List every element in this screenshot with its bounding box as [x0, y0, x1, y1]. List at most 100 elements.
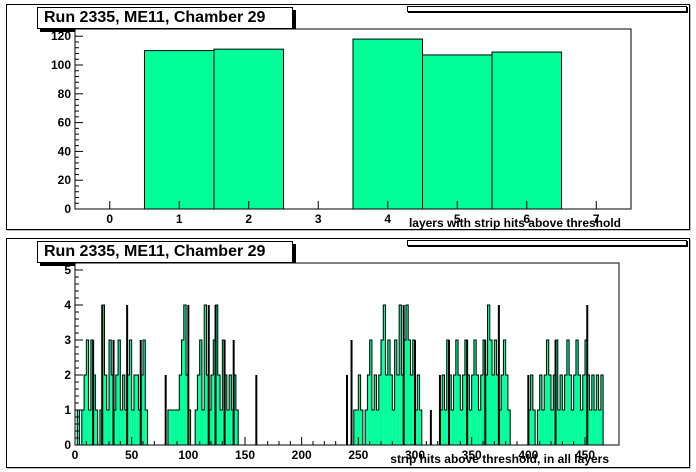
histogram-bin [589, 410, 592, 445]
x-tick-label: 3 [315, 212, 322, 226]
x-tick-label: 350 [462, 448, 482, 462]
stats-box-bottom [407, 240, 687, 246]
histogram-bin [88, 410, 91, 445]
histogram-bin [204, 305, 207, 445]
histogram-bin [546, 340, 549, 445]
histogram-bin [353, 410, 357, 445]
y-tick-label: 3 [64, 333, 71, 347]
histogram-bar [213, 48, 284, 210]
histogram-bin [541, 410, 545, 445]
histogram-bin [233, 375, 236, 445]
histogram-bin [222, 340, 225, 445]
histogram-bin [485, 375, 488, 445]
histogram-bin [188, 410, 191, 445]
histogram-bin [145, 410, 148, 445]
histogram-bin [167, 410, 171, 445]
histogram-bin [215, 305, 218, 445]
histogram-bin [553, 375, 556, 445]
histogram-bin [492, 375, 495, 445]
histogram-bin [503, 340, 506, 445]
histogram-bin [213, 340, 216, 445]
histogram-bin [197, 375, 200, 445]
histogram-bin [453, 375, 456, 445]
histogram-bin [471, 375, 474, 445]
histogram-bin [201, 410, 205, 445]
histogram-bin [122, 375, 125, 445]
histogram-bin [487, 305, 490, 445]
histogram-bin [170, 410, 173, 445]
histogram-bin [489, 340, 493, 445]
histogram-bin [419, 410, 422, 445]
histogram-bin [460, 410, 463, 445]
x-tick-label: 200 [292, 448, 312, 462]
histogram-bin [99, 410, 103, 445]
histogram-bin [235, 410, 239, 445]
histogram-bin [598, 410, 601, 445]
x-tick-label: 4 [384, 212, 391, 226]
histogram-bin [480, 375, 483, 445]
histogram-bin [587, 375, 590, 445]
histogram-bin [449, 375, 452, 445]
histogram-bin [392, 410, 395, 445]
histogram-bin [179, 375, 182, 445]
x-tick-label: 450 [575, 448, 595, 462]
y-tick-label: 80 [58, 87, 72, 101]
histogram-bin [415, 410, 418, 445]
histogram-bin [124, 410, 128, 445]
histogram-bin [569, 375, 572, 445]
histogram-bin [140, 375, 143, 445]
histogram-bin [530, 375, 533, 445]
histogram-bin [81, 410, 85, 445]
y-tick-label: 20 [58, 173, 72, 187]
histogram-bin [544, 375, 547, 445]
histogram-bin [358, 375, 361, 445]
histogram-bin [174, 410, 177, 445]
histogram-bin [186, 375, 189, 445]
histogram-bin [206, 375, 209, 445]
histogram-bin [507, 410, 511, 445]
histogram-bin [564, 375, 567, 445]
histogram-bin [573, 375, 576, 445]
histogram-bin [476, 375, 479, 445]
histogram-bin [483, 340, 486, 445]
histogram-bin [120, 410, 123, 445]
histogram-bin [356, 410, 359, 445]
histogram-bin [383, 305, 386, 445]
y-tick-label: 60 [58, 116, 72, 130]
histogram-bin [385, 375, 388, 445]
histogram-bin [365, 410, 368, 445]
histogram-bin [496, 375, 499, 445]
histogram-bar [352, 38, 423, 210]
histogram-bin [181, 340, 184, 445]
histogram-pad-layers: Run 2335, ME11, Chamber 29 0 20 40 60 80 100 1… [6, 4, 690, 230]
histogram-bin [548, 375, 551, 445]
y-tick-label: 4 [64, 298, 71, 312]
histogram-bin [464, 340, 468, 445]
histogram-bin [594, 410, 597, 445]
histogram-bin [551, 410, 554, 445]
x-tick-label: 1 [176, 212, 183, 226]
histogram-bin [560, 375, 563, 445]
histogram-bin [177, 410, 180, 445]
histogram-bin [405, 305, 409, 445]
histogram-bin [410, 375, 413, 445]
histogram-bin [231, 410, 234, 445]
histogram-bin [374, 375, 377, 445]
histogram-bin [596, 375, 599, 445]
histogram-bin [226, 410, 230, 445]
x-tick-label: 0 [72, 448, 79, 462]
histogram-bin [555, 340, 558, 445]
histogram-bin [199, 340, 202, 445]
histogram-bin [133, 375, 137, 445]
histogram-bin [537, 410, 540, 445]
histogram-bin [131, 410, 134, 445]
histogram-bin [458, 375, 461, 445]
histogram-bin [562, 410, 565, 445]
histogram-bin [571, 410, 574, 445]
histogram-bin [136, 375, 139, 445]
x-tick-label: 50 [125, 448, 139, 462]
chart-title-top: Run 2335, ME11, Chamber 29 [37, 7, 293, 29]
histogram-bin [417, 375, 420, 445]
